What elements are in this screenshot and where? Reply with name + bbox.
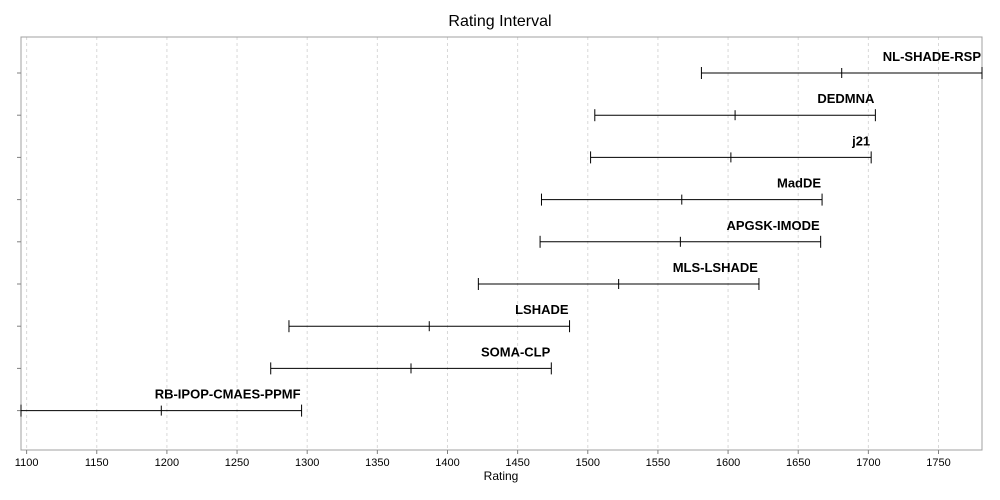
x-tick-label: 1550 (646, 457, 670, 469)
x-tick-label: 1350 (365, 457, 389, 469)
series-label: MadDE (777, 176, 821, 191)
chart-title: Rating Interval (448, 13, 551, 30)
x-tick-label: 1400 (435, 457, 459, 469)
grid-layer (26, 37, 940, 450)
interval-row: APGSK-IMODE (539, 218, 822, 248)
x-tick-label: 1450 (505, 457, 529, 469)
x-tick-label: 1150 (85, 457, 109, 469)
series-label: MLS-LSHADE (673, 260, 759, 275)
interval-row: j21 (590, 133, 872, 164)
x-axis-ticks: 1100 1150 1200 1250 1300 1350 1400 1450 1500 1550… (15, 72, 951, 469)
interval-row: SOMA-CLP (270, 344, 552, 375)
x-tick-label: 1250 (225, 457, 249, 469)
x-axis-label: Rating (484, 469, 519, 483)
x-tick-label: 1600 (716, 457, 740, 469)
interval-row: MadDE (540, 176, 823, 206)
series-label: APGSK-IMODE (726, 218, 820, 233)
interval-row: LSHADE (288, 302, 571, 333)
plot-frame (20, 36, 983, 451)
interval-row: DEDMNA (594, 91, 876, 122)
interval-row: RB-IPOP-CMAES-PPMF (20, 387, 303, 417)
interval-series: NL-SHADE-RSP DEDMNA j21 MadDE APGSK-IMODE MLS… (20, 49, 983, 417)
x-tick-label: 1100 (15, 457, 39, 469)
series-label: RB-IPOP-CMAES-PPMF (155, 387, 301, 402)
x-tick-label: 1200 (155, 457, 179, 469)
interval-row: MLS-LSHADE (477, 260, 760, 290)
x-tick-label: 1700 (856, 457, 880, 469)
series-label: j21 (851, 133, 870, 148)
series-label: NL-SHADE-RSP (883, 49, 982, 64)
interval-row: NL-SHADE-RSP (700, 49, 983, 79)
series-label: LSHADE (515, 302, 569, 317)
series-label: SOMA-CLP (481, 344, 551, 359)
x-tick-label: 1650 (786, 457, 810, 469)
x-tick-label: 1300 (295, 457, 319, 469)
x-tick-label: 1500 (576, 457, 600, 469)
series-label: DEDMNA (817, 91, 875, 106)
x-tick-label: 1750 (926, 457, 950, 469)
